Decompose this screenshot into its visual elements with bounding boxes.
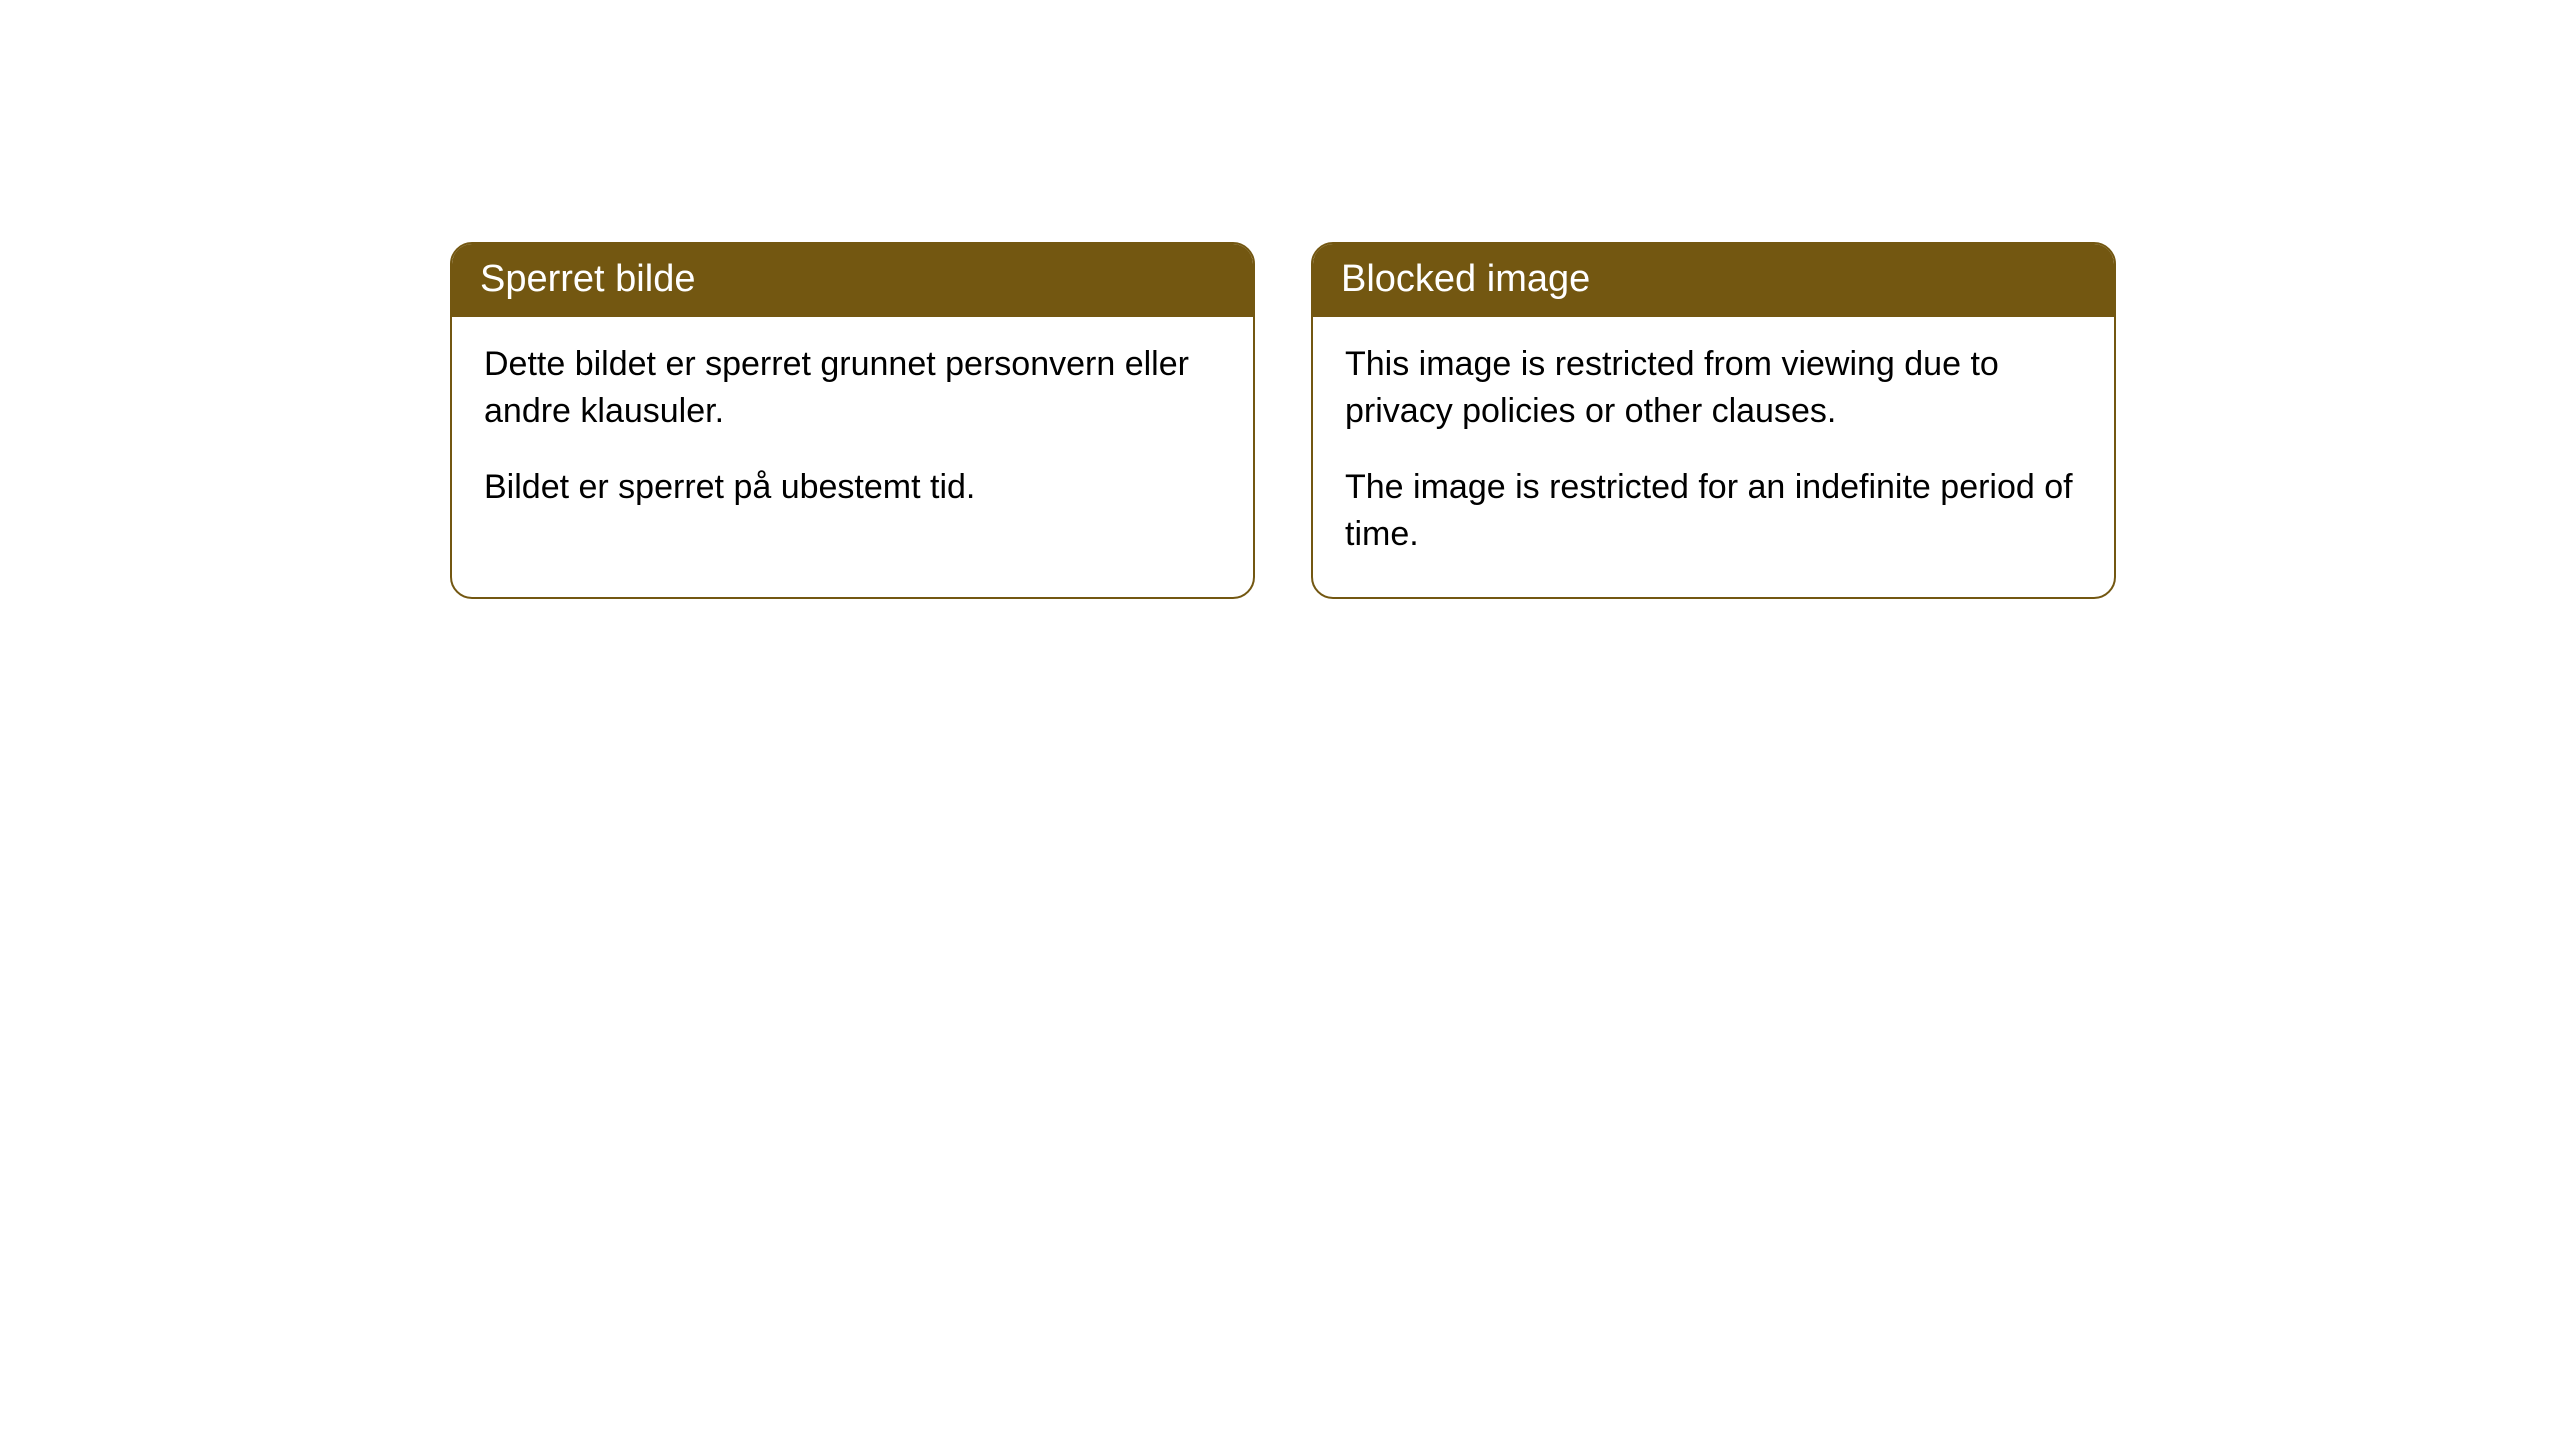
card-body-en: This image is restricted from viewing du… xyxy=(1313,317,2114,597)
card-body-no: Dette bildet er sperret grunnet personve… xyxy=(452,317,1253,550)
card-paragraph: This image is restricted from viewing du… xyxy=(1345,341,2082,436)
card-paragraph: Bildet er sperret på ubestemt tid. xyxy=(484,464,1221,512)
blocked-image-card-en: Blocked image This image is restricted f… xyxy=(1311,242,2116,599)
cards-container: Sperret bilde Dette bildet er sperret gr… xyxy=(450,242,2116,599)
card-header-no: Sperret bilde xyxy=(452,244,1253,317)
card-paragraph: Dette bildet er sperret grunnet personve… xyxy=(484,341,1221,436)
card-header-en: Blocked image xyxy=(1313,244,2114,317)
card-paragraph: The image is restricted for an indefinit… xyxy=(1345,464,2082,559)
blocked-image-card-no: Sperret bilde Dette bildet er sperret gr… xyxy=(450,242,1255,599)
